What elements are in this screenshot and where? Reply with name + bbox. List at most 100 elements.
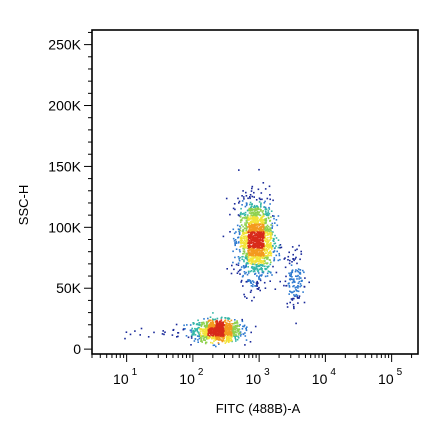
event-dot: [247, 249, 249, 252]
event-dot: [243, 242, 246, 245]
event-dot: [245, 327, 247, 330]
event-dot: [256, 210, 259, 213]
event-dot: [261, 240, 264, 243]
event-dot: [248, 209, 251, 212]
event-dot: [266, 224, 269, 227]
event-dot: [262, 219, 265, 222]
event-dot: [190, 329, 193, 331]
event-dot: [297, 285, 299, 287]
event-dot: [242, 229, 244, 231]
event-dot: [224, 317, 227, 319]
event-dot: [195, 328, 198, 330]
y-tick-label: 0: [73, 341, 81, 357]
event-dot: [260, 266, 263, 269]
event-dot: [229, 231, 231, 233]
event-dot: [227, 323, 230, 325]
event-dot: [235, 240, 238, 243]
event-dot: [217, 322, 219, 325]
event-dot: [246, 326, 248, 328]
event-dot: [234, 208, 236, 211]
event-dot: [265, 211, 267, 213]
event-dot: [275, 245, 277, 247]
event-dot: [245, 204, 248, 207]
event-dot: [262, 224, 265, 226]
event-dot: [278, 254, 281, 257]
event-dot: [258, 275, 260, 278]
event-dot: [242, 232, 244, 235]
event-dot: [291, 246, 294, 248]
event-dot: [268, 254, 271, 257]
event-dot: [246, 215, 249, 217]
event-dot: [268, 244, 270, 246]
event-dot: [264, 234, 267, 237]
x-tick-label-exponent: 1: [132, 367, 138, 378]
event-dot: [273, 259, 275, 262]
event-dot: [269, 250, 272, 252]
event-dot: [224, 334, 226, 336]
event-dot: [247, 245, 249, 247]
event-dot: [269, 194, 271, 196]
event-dot: [255, 223, 257, 225]
event-dot: [234, 242, 236, 244]
event-dot: [256, 252, 259, 254]
event-dot: [202, 321, 204, 324]
event-dot: [257, 263, 260, 265]
event-dot: [246, 253, 248, 255]
event-dot: [242, 252, 244, 255]
event-dot: [261, 270, 264, 272]
event-dot: [245, 225, 248, 227]
event-dot: [226, 324, 229, 327]
event-dot: [258, 253, 260, 256]
event-dot: [252, 209, 254, 211]
event-dot: [212, 318, 215, 321]
event-dot: [278, 252, 280, 255]
event-dot: [260, 234, 263, 236]
event-dot: [243, 271, 246, 273]
event-dot: [269, 228, 272, 230]
event-dot: [263, 255, 265, 257]
event-dot: [241, 204, 243, 206]
event-dot: [274, 234, 276, 237]
event-dot: [249, 252, 252, 255]
event-dot: [242, 190, 244, 192]
event-dot: [248, 248, 251, 251]
event-dot: [266, 256, 268, 259]
event-dot: [264, 188, 267, 190]
event-dot: [257, 264, 260, 267]
event-dot: [220, 333, 223, 335]
event-dot: [253, 225, 256, 228]
event-dot: [298, 271, 301, 274]
event-dot: [242, 237, 245, 240]
event-dot: [184, 328, 186, 330]
event-dot: [268, 246, 270, 249]
event-dot: [293, 280, 295, 282]
event-dot: [247, 270, 250, 273]
event-dot: [266, 275, 269, 277]
event-dot: [217, 333, 220, 335]
event-dot: [245, 329, 248, 332]
event-dot: [249, 210, 252, 212]
event-dot: [249, 341, 252, 343]
event-dot: [209, 321, 212, 324]
event-dot: [291, 281, 294, 284]
event-dot: [255, 219, 258, 222]
event-dot: [251, 259, 254, 262]
event-dot: [246, 261, 248, 264]
event-dot: [214, 324, 216, 327]
event-dot: [249, 215, 252, 217]
event-dot: [304, 277, 306, 279]
event-dot: [264, 226, 266, 228]
event-dot: [268, 185, 271, 188]
event-dot: [220, 336, 222, 338]
event-dot: [260, 220, 262, 223]
event-dot: [251, 223, 253, 226]
event-dot: [247, 226, 249, 228]
event-dot: [253, 221, 255, 224]
event-dot: [236, 327, 238, 329]
event-dot: [292, 278, 294, 281]
event-dot: [297, 282, 300, 285]
y-tick-label: 150K: [48, 158, 81, 174]
event-dot: [193, 334, 195, 336]
event-dot: [224, 329, 227, 332]
event-dot: [239, 227, 242, 229]
